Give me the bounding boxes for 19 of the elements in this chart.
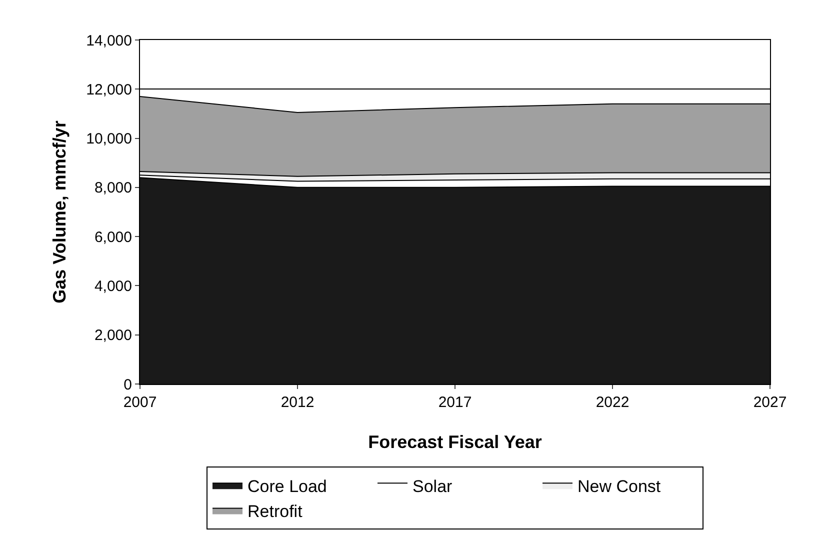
y-tick-label: 2,000 [94, 327, 132, 344]
y-tick-label: 10,000 [86, 130, 132, 148]
x-tick-label: 2012 [280, 394, 314, 411]
legend-label: Retrofit [248, 502, 303, 521]
x-axis-title: Forecast Fiscal Year [368, 432, 542, 452]
y-tick-label: 6,000 [94, 228, 132, 246]
y-tick-label: 4,000 [94, 278, 132, 295]
y-tick-label: 12,000 [86, 81, 132, 98]
legend-label: New Const [578, 476, 661, 496]
y-axis-title: Gas Volume, mmcf/yr [49, 120, 70, 304]
legend-label: Core Load [248, 476, 327, 496]
y-tick-label: 14,000 [86, 32, 132, 50]
x-tick-label: 2017 [438, 394, 472, 411]
y-tick-label: 8,000 [94, 180, 132, 197]
x-tick-label: 2022 [596, 394, 630, 411]
x-tick-label: 2027 [753, 394, 787, 411]
y-tick-label: 0 [124, 376, 132, 394]
legend-label: Solar [412, 476, 453, 496]
x-tick-label: 2007 [123, 394, 157, 411]
